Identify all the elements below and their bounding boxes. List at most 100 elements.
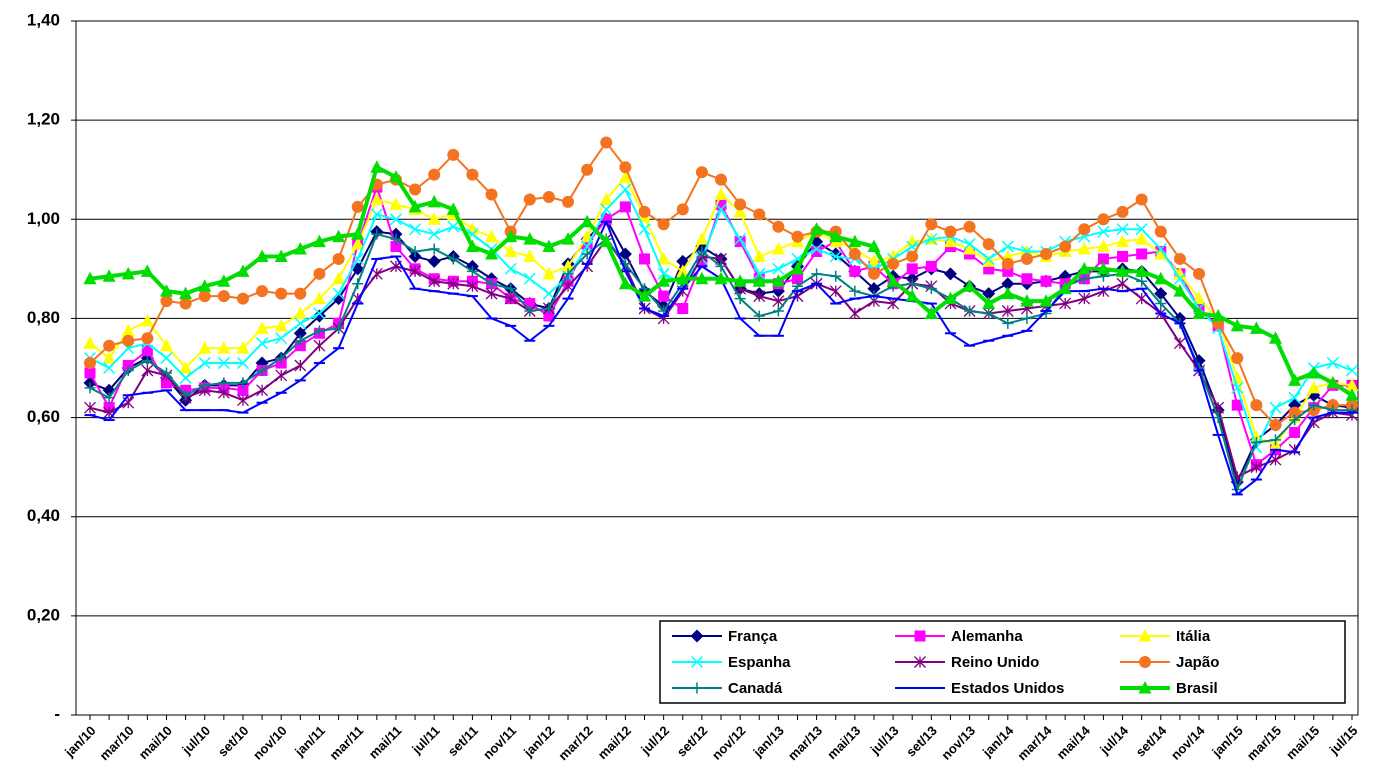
point <box>294 335 306 347</box>
point <box>1173 252 1186 265</box>
point <box>810 242 823 256</box>
point <box>83 271 97 285</box>
point <box>542 190 555 203</box>
point <box>1154 271 1168 285</box>
point <box>599 234 613 248</box>
point <box>753 310 765 322</box>
point <box>830 270 842 282</box>
point <box>236 264 250 277</box>
point <box>658 290 670 302</box>
point <box>1001 286 1015 300</box>
point <box>619 201 631 213</box>
point <box>409 223 422 236</box>
point <box>351 252 364 265</box>
point <box>1021 273 1033 285</box>
point <box>370 208 383 221</box>
point <box>943 234 957 248</box>
legend-marker <box>691 682 703 694</box>
point <box>428 228 441 241</box>
point <box>1078 292 1091 305</box>
point <box>1269 419 1282 432</box>
point <box>447 220 460 233</box>
point <box>983 307 995 319</box>
point <box>924 306 938 319</box>
point <box>141 332 154 345</box>
point <box>523 272 536 285</box>
point <box>772 305 784 317</box>
point <box>294 287 307 300</box>
point <box>811 246 823 258</box>
point <box>255 249 269 262</box>
point <box>447 277 460 290</box>
point <box>867 267 880 280</box>
point <box>1001 249 1015 262</box>
point <box>639 253 651 265</box>
point <box>638 289 652 302</box>
point <box>389 170 403 183</box>
point <box>1192 291 1206 305</box>
point <box>1192 306 1206 319</box>
point <box>1059 240 1072 253</box>
point <box>1288 391 1301 404</box>
point <box>1135 232 1149 245</box>
point <box>1020 252 1033 265</box>
point <box>370 192 384 205</box>
point <box>618 170 632 183</box>
point <box>638 205 651 218</box>
point <box>160 367 172 379</box>
point <box>1135 193 1148 206</box>
point <box>274 318 288 332</box>
point <box>867 239 881 253</box>
point <box>1154 242 1167 256</box>
legend-label: Brasil <box>1176 680 1218 697</box>
point <box>1307 365 1321 379</box>
point <box>752 249 766 262</box>
point <box>543 303 555 315</box>
point <box>791 273 803 285</box>
point <box>925 283 937 295</box>
point <box>140 264 154 277</box>
point <box>217 386 230 399</box>
legend-label: Alemanha <box>951 628 1023 645</box>
point <box>714 271 728 285</box>
point <box>562 195 575 208</box>
point <box>1077 261 1091 275</box>
legend-box <box>659 620 1346 704</box>
point <box>255 321 269 334</box>
point <box>523 249 537 262</box>
point <box>848 247 861 260</box>
series <box>83 160 1359 401</box>
point <box>772 220 785 233</box>
legend-marker <box>1139 656 1151 668</box>
point <box>312 291 326 305</box>
point <box>103 339 116 352</box>
point <box>447 148 460 161</box>
point <box>983 263 995 275</box>
point <box>389 213 402 226</box>
point <box>1345 378 1359 391</box>
point <box>1059 297 1072 310</box>
point <box>905 289 919 302</box>
point <box>313 339 326 352</box>
point <box>676 271 690 285</box>
point <box>1001 277 1015 291</box>
point <box>313 307 326 320</box>
point <box>829 229 843 243</box>
point <box>790 261 804 275</box>
point <box>1173 272 1186 285</box>
point <box>733 204 747 218</box>
point <box>409 246 421 258</box>
point <box>524 305 536 317</box>
legend-marker <box>690 629 704 643</box>
point <box>963 220 976 233</box>
point <box>237 384 249 396</box>
point <box>600 213 612 225</box>
point <box>1078 223 1091 236</box>
point <box>1212 401 1225 414</box>
legend-label: Estados Unidos <box>951 680 1064 697</box>
point <box>1270 434 1282 446</box>
point <box>943 291 957 305</box>
legend-marker <box>914 630 926 642</box>
point <box>504 292 517 305</box>
